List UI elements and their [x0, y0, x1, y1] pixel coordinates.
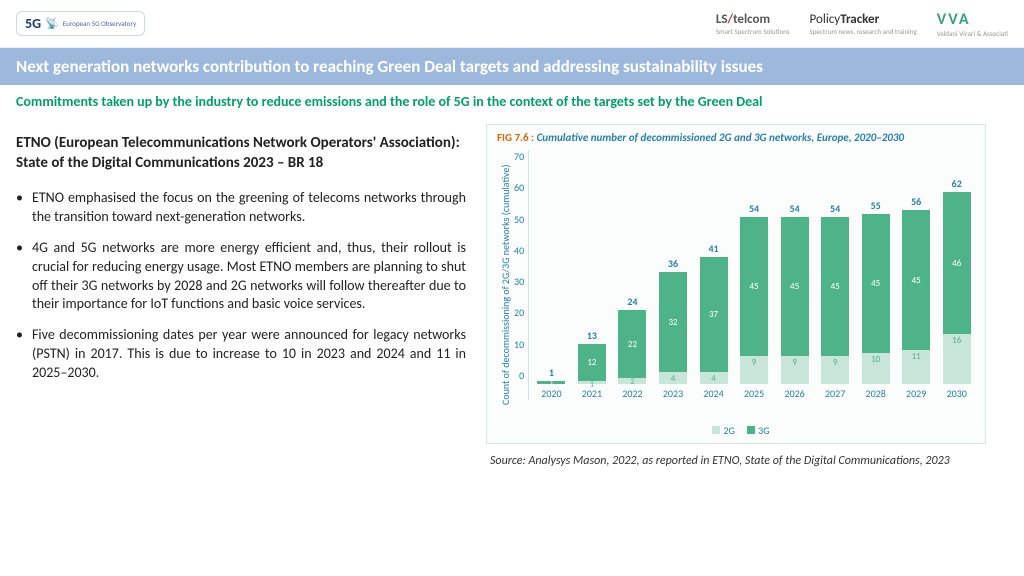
bar-stack: 432 [659, 272, 687, 384]
bar-stack: 222 [618, 310, 646, 384]
bar-stack: 945 [740, 217, 768, 384]
x-axis-label: 2020 [541, 387, 561, 400]
y-axis-ticks: 706050403020100 [514, 150, 528, 400]
chart-plot: Count of decommissioning of 2G/3G networ… [497, 150, 975, 420]
fig-number: FIG 7.6 : [497, 131, 534, 144]
bullet-item: ETNO emphasised the focus on the greenin… [16, 189, 466, 227]
bar-stack: 1 [537, 381, 565, 384]
bar-stack: 1646 [943, 192, 971, 384]
bars-zone: 1120201311220212422220223643220234143720… [528, 150, 975, 400]
legend-swatch-3g [747, 426, 755, 434]
bar-segment-2g: 9 [821, 356, 849, 384]
bar-stack: 945 [821, 217, 849, 384]
bar-column: 62 1646 2030 [938, 150, 975, 400]
section-heading: ETNO (European Telecommunications Networ… [16, 134, 466, 173]
logo-bar: 5G📡 European 5G Observatory LS/telcom Sm… [0, 0, 1024, 48]
bar-total-label: 54 [830, 202, 840, 215]
text-column: ETNO (European Telecommunications Networ… [16, 124, 466, 470]
bar-column: 54 945 2027 [817, 150, 854, 400]
bar-stack: 945 [781, 217, 809, 384]
bar-segment-3g: 45 [862, 214, 890, 354]
bar-column: 55 1045 2028 [857, 150, 894, 400]
y-axis-label: Count of decommissioning of 2G/3G networ… [497, 150, 514, 420]
bar-segment-2g: 10 [862, 353, 890, 384]
bar-total-label: 54 [790, 202, 800, 215]
bar-total-label: 55 [871, 199, 881, 212]
bar-segment-3g: 12 [578, 344, 606, 381]
bar-segment-3g: 1 [537, 381, 565, 384]
bar-segment-3g: 45 [781, 217, 809, 357]
bar-total-label: 56 [911, 195, 921, 208]
bar-column: 41 437 2024 [695, 150, 732, 400]
bar-segment-3g: 22 [618, 310, 646, 378]
bar-segment-3g: 46 [943, 192, 971, 335]
logo-5g-sub: European 5G Observatory [63, 20, 136, 27]
bar-segment-3g: 45 [740, 217, 768, 357]
x-axis-label: 2030 [947, 387, 967, 400]
logo-vva-sub: Valdani Vicari & Associati [937, 29, 1008, 38]
bar-column: 24 222 2022 [614, 150, 651, 400]
bar-total-label: 24 [627, 295, 637, 308]
logo-vva: VVA Valdani Vicari & Associati [937, 10, 1008, 38]
bar-stack: 437 [700, 257, 728, 384]
page-subtitle: Commitments taken up by the industry to … [0, 85, 1024, 114]
bar-total-label: 54 [749, 202, 759, 215]
x-axis-label: 2027 [825, 387, 845, 400]
bullet-item: 4G and 5G networks are more energy effic… [16, 239, 466, 315]
bar-column: 131122021 [574, 150, 611, 400]
logo-ls-sub: Smart Spectrum Solutions [716, 27, 790, 36]
x-axis-label: 2022 [622, 387, 642, 400]
chart-column: FIG 7.6 : Cumulative number of decommiss… [486, 124, 986, 470]
x-axis-label: 2023 [663, 387, 683, 400]
logo-5g-text: 5G [25, 15, 41, 32]
bar-column: 112020 [533, 150, 570, 400]
bar-segment-2g: 11 [902, 350, 930, 384]
x-axis-label: 2024 [703, 387, 723, 400]
logo-5g-observatory: 5G📡 European 5G Observatory [16, 11, 145, 36]
figure-caption: FIG 7.6 : Cumulative number of decommiss… [497, 131, 975, 144]
bar-total-label: 41 [708, 242, 718, 255]
logo-policytracker: PolicyTracker Spectrum news, research an… [810, 12, 917, 36]
fig-title: Cumulative number of decommissioned 2G a… [537, 131, 905, 144]
bar-segment-3g: 32 [659, 272, 687, 371]
bar-segment-2g: 1 [578, 381, 606, 384]
bar-stack: 1145 [902, 210, 930, 384]
bar-segment-3g: 37 [700, 257, 728, 372]
x-axis-label: 2028 [866, 387, 886, 400]
bar-segment-2g: 9 [740, 356, 768, 384]
partner-logos: LS/telcom Smart Spectrum Solutions Polic… [716, 10, 1008, 38]
x-axis-label: 2025 [744, 387, 764, 400]
chart-container: FIG 7.6 : Cumulative number of decommiss… [486, 124, 986, 444]
bar-column: 54 945 2025 [736, 150, 773, 400]
logo-lstelcom: LS/telcom Smart Spectrum Solutions [716, 12, 790, 36]
legend-label-2g: 2G [723, 424, 734, 437]
x-axis-label: 2029 [906, 387, 926, 400]
bar-segment-2g: 16 [943, 334, 971, 384]
bar-total-label: 62 [952, 177, 962, 190]
bar-column: 56 1145 2029 [898, 150, 935, 400]
bar-stack: 1045 [862, 214, 890, 385]
bullet-list: ETNO emphasised the focus on the greenin… [16, 189, 466, 383]
legend-label-3g: 3G [758, 424, 769, 437]
bar-segment-2g: 4 [700, 372, 728, 384]
bar-total-label: 36 [668, 257, 678, 270]
bullet-item: Five decommissioning dates per year were… [16, 326, 466, 383]
x-axis-label: 2026 [784, 387, 804, 400]
bar-segment-3g: 45 [902, 210, 930, 350]
logo-pt-sub: Spectrum news, research and training [810, 27, 917, 36]
bar-segment-3g: 45 [821, 217, 849, 357]
bar-stack: 112 [578, 344, 606, 384]
chart-legend: 2G 3G [497, 420, 975, 441]
source-citation: Source: Analysys Mason, 2022, as reporte… [490, 454, 982, 470]
page-title: Next generation networks contribution to… [0, 48, 1024, 85]
bar-column: 54 945 2026 [776, 150, 813, 400]
bar-segment-2g: 9 [781, 356, 809, 384]
bar-segment-2g: 2 [618, 378, 646, 384]
bar-segment-2g: 4 [659, 372, 687, 384]
bar-column: 36 432 2023 [655, 150, 692, 400]
bar-total-label: 13 [587, 329, 597, 342]
legend-swatch-2g [712, 426, 720, 434]
content-area: ETNO (European Telecommunications Networ… [0, 114, 1024, 480]
